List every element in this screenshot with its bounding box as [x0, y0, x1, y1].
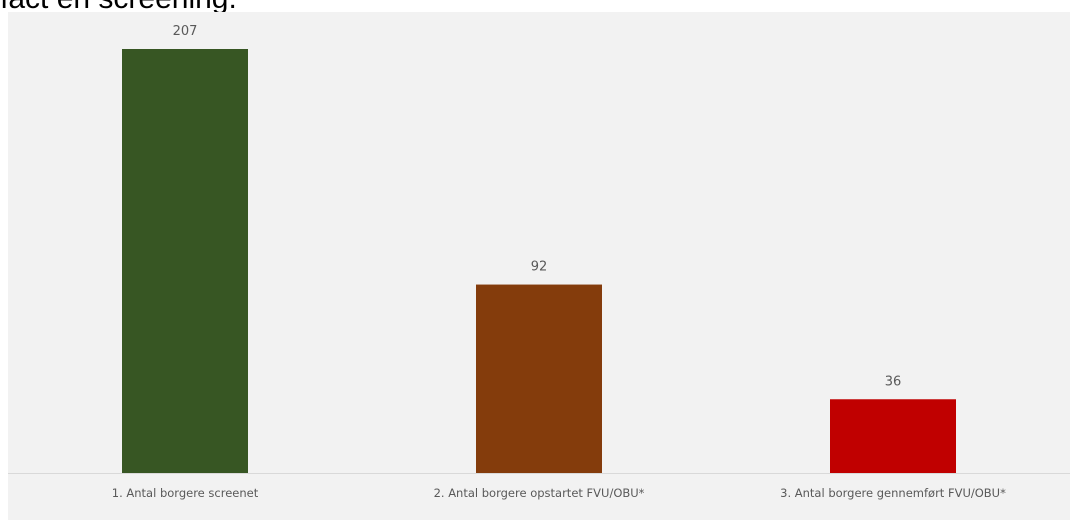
bar-1: [122, 49, 248, 473]
data-label-1: 207: [173, 24, 198, 39]
data-label-3: 36: [885, 374, 902, 389]
bar-3: [830, 399, 956, 473]
category-label-2: 2. Antal borgere opstartet FVU/OBU*: [434, 486, 645, 500]
data-label-2: 92: [531, 260, 548, 275]
bar-2: [476, 284, 602, 473]
category-label-1: 1. Antal borgere screenet: [112, 486, 259, 500]
category-label-3: 3. Antal borgere gennemført FVU/OBU*: [780, 486, 1006, 500]
truncated-caption: ıact en screening.: [0, 0, 237, 16]
